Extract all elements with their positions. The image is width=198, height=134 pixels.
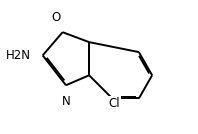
Text: Cl: Cl: [108, 97, 120, 110]
Text: O: O: [51, 11, 61, 24]
Text: N: N: [62, 95, 70, 108]
Text: H2N: H2N: [6, 49, 31, 62]
